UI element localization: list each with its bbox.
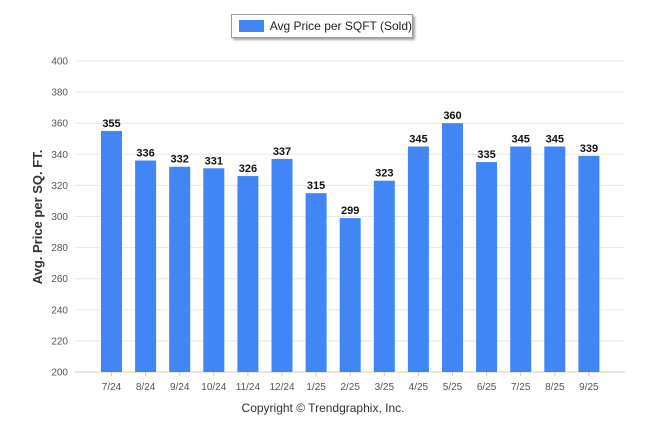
x-tick-label: 7/25 bbox=[511, 382, 531, 393]
x-tick-label: 12/24 bbox=[269, 382, 294, 393]
y-axis-title: Avg. Price per SQ. FT. bbox=[30, 150, 45, 285]
value-label: 337 bbox=[273, 146, 291, 158]
legend[interactable]: Avg Price per SQFT (Sold) bbox=[231, 14, 413, 38]
y-tick-label: 200 bbox=[51, 368, 68, 379]
y-tick-label: 320 bbox=[51, 181, 68, 192]
value-label: 345 bbox=[512, 134, 530, 146]
bar-9-25[interactable] bbox=[578, 155, 600, 372]
bar-11-24[interactable] bbox=[237, 176, 259, 372]
bar-8-24[interactable] bbox=[135, 160, 157, 372]
y-tick-label: 340 bbox=[51, 150, 68, 161]
y-tick-label: 280 bbox=[51, 243, 68, 254]
bar-7-25[interactable] bbox=[510, 146, 532, 372]
legend-swatch bbox=[239, 20, 264, 32]
value-label: 332 bbox=[171, 154, 189, 166]
y-tick-label: 240 bbox=[51, 305, 68, 316]
bar-6-25[interactable] bbox=[476, 162, 498, 372]
bar-12-24[interactable] bbox=[271, 158, 293, 372]
bar-2-25[interactable] bbox=[339, 218, 361, 372]
x-tick-label: 6/25 bbox=[477, 382, 497, 393]
value-label: 345 bbox=[546, 134, 564, 146]
bar-7-24[interactable] bbox=[101, 130, 122, 372]
y-tick-label: 220 bbox=[51, 336, 68, 347]
value-label: 339 bbox=[580, 143, 598, 155]
x-tick-label: 8/24 bbox=[136, 382, 156, 393]
x-tick-label: 4/25 bbox=[409, 382, 429, 393]
bar-4-25[interactable] bbox=[407, 146, 429, 372]
bars bbox=[101, 123, 600, 372]
x-tick-label: 1/25 bbox=[306, 382, 326, 393]
value-label: 355 bbox=[102, 118, 120, 130]
bar-3-25[interactable] bbox=[373, 180, 395, 372]
y-tick-label: 380 bbox=[51, 88, 68, 99]
bar-8-25[interactable] bbox=[544, 146, 566, 372]
y-axis-ticks: 200 220 240 260 280 300 320 340 360 380 400 bbox=[51, 57, 68, 379]
value-label: 336 bbox=[136, 148, 154, 160]
value-label: 345 bbox=[409, 134, 427, 146]
copyright-text: Copyright © Trendgraphix, Inc. bbox=[241, 401, 405, 415]
x-tick-label: 10/24 bbox=[201, 382, 226, 393]
y-tick-label: 300 bbox=[51, 212, 68, 223]
x-tick-label: 5/25 bbox=[443, 382, 463, 393]
bar-1-25[interactable] bbox=[305, 193, 327, 372]
bar-5-25[interactable] bbox=[442, 123, 463, 372]
x-tick-label: 9/24 bbox=[170, 382, 190, 393]
value-label: 326 bbox=[239, 163, 257, 175]
x-tick-label: 2/25 bbox=[340, 382, 360, 393]
y-tick-label: 260 bbox=[51, 274, 68, 285]
x-tick-label: 3/25 bbox=[375, 382, 395, 393]
value-label: 323 bbox=[375, 168, 393, 180]
value-label: 335 bbox=[477, 149, 495, 161]
x-tick-label: 8/25 bbox=[545, 382, 565, 393]
value-labels: 355 336 332 331 326 337 315 299 323 345 360 335 345 3… bbox=[102, 110, 598, 217]
x-tick-label: 7/24 bbox=[102, 382, 122, 393]
value-label: 299 bbox=[341, 205, 359, 217]
value-label: 315 bbox=[307, 180, 325, 192]
x-tick-label: 11/24 bbox=[236, 382, 261, 393]
legend-label: Avg Price per SQFT (Sold) bbox=[269, 19, 412, 33]
y-tick-label: 400 bbox=[51, 57, 68, 68]
value-label: 331 bbox=[205, 155, 223, 167]
bar-10-24[interactable] bbox=[203, 168, 225, 372]
bar-9-24[interactable] bbox=[169, 166, 191, 372]
value-label: 360 bbox=[443, 110, 461, 122]
x-axis-ticks: 7/24 8/24 9/24 10/24 11/24 12/24 1/25 2/25 3/25 4… bbox=[102, 372, 599, 393]
x-tick-label: 9/25 bbox=[579, 382, 599, 393]
y-tick-label: 360 bbox=[51, 119, 68, 130]
